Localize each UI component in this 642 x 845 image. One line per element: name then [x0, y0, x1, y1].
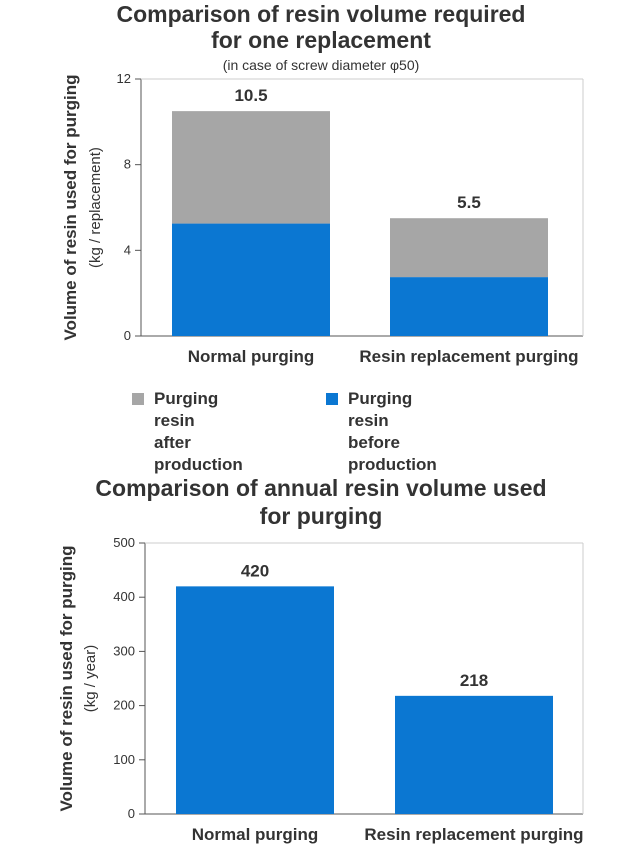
- y-tick-label: 4: [124, 242, 131, 257]
- bar: [176, 586, 334, 814]
- annual-resin-chart: Comparison of annual resin volume used f…: [0, 465, 642, 845]
- resin-per-replacement-chart: Comparison of resin volume required for …: [61, 1, 584, 474]
- legend-label-before-production: Purging resin before production: [348, 388, 437, 476]
- y-tick-label: 500: [113, 535, 135, 550]
- bar: [172, 111, 330, 224]
- chart-subtitle: (in case of screw diameter φ50): [222, 57, 420, 73]
- y-axis-unit: (kg / replacement): [87, 147, 104, 268]
- bar: [390, 277, 548, 336]
- legend-label-after-production: Purging resin after production: [154, 388, 243, 476]
- y-tick-label: 8: [124, 157, 131, 172]
- y-tick-label: 400: [113, 589, 135, 604]
- x-tick-label: Normal purging: [192, 825, 319, 844]
- chart-title-line-1: Comparison of annual resin volume used: [95, 475, 547, 501]
- y-axis-title: Volume of resin used for purging: [57, 545, 76, 811]
- y-axis-unit: (kg / year): [82, 645, 99, 713]
- bar: [395, 695, 553, 814]
- legend-swatch-gray: [132, 393, 144, 405]
- y-axis-title: Volume of resin used for purging: [61, 74, 80, 340]
- bar-value-label: 420: [241, 561, 269, 580]
- bar-value-label: 5.5: [457, 193, 481, 212]
- legend-label-line-1: Purging resin: [154, 389, 219, 430]
- x-tick-label: Resin replacement purging: [359, 347, 578, 366]
- legend-label-line-2: before production: [348, 433, 437, 474]
- bar-value-label: 218: [460, 671, 488, 690]
- bar: [390, 218, 548, 278]
- chart-title-line-2: for one replacement: [211, 27, 431, 53]
- y-tick-label: 100: [113, 752, 135, 767]
- x-tick-label: Resin replacement purging: [364, 825, 583, 844]
- chart-plot-area: 0 4 8 12 Volume of resin used for purging (kg…: [61, 71, 584, 366]
- chart-title-line-2: for purging: [259, 503, 383, 529]
- y-tick-label: 0: [128, 806, 135, 821]
- bar: [172, 223, 330, 336]
- legend-label-line-1: Purging resin: [348, 389, 413, 430]
- x-tick-label: Normal purging: [188, 347, 315, 366]
- y-tick-label: 200: [113, 698, 135, 713]
- chart-title-line-1: Comparison of resin volume required: [116, 1, 526, 27]
- y-tick-label: 12: [117, 71, 131, 86]
- chart-plot-area: 0 100 200 300 400 500 Volume of resin used for…: [57, 535, 584, 844]
- y-tick-label: 300: [113, 643, 135, 658]
- bar-value-label: 10.5: [234, 86, 267, 105]
- y-tick-label: 0: [124, 328, 131, 343]
- legend-label-line-2: after production: [154, 433, 243, 474]
- legend-swatch-blue: [326, 393, 338, 405]
